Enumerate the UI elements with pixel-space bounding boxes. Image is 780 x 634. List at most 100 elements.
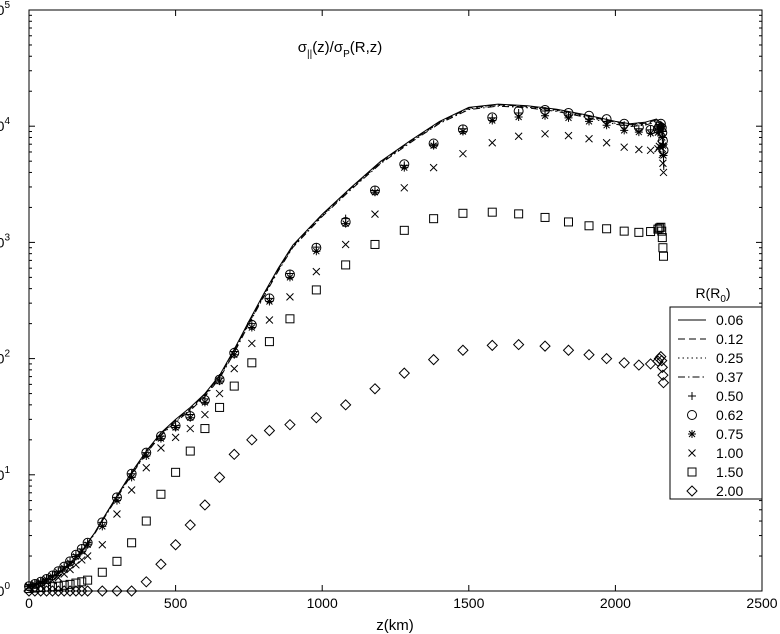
data-point-1-00 <box>514 132 523 141</box>
data-point-1-00 <box>83 552 92 560</box>
data-point-0-75 <box>400 163 409 172</box>
data-point-2-00 <box>184 519 196 531</box>
data-point-1-00 <box>658 150 667 159</box>
data-point-1-00 <box>488 138 497 147</box>
data-point-1-00 <box>127 486 136 494</box>
data-point-1-00 <box>341 240 350 249</box>
data-point-0-75 <box>620 126 629 135</box>
y-tick-label: 100 <box>0 581 10 599</box>
data-point-0-75 <box>653 128 662 137</box>
legend-label-0-25: 0.25 <box>716 350 743 366</box>
y-tick-exponent: 5 <box>4 0 10 11</box>
data-point-1-50 <box>42 582 52 592</box>
data-point-1-50 <box>156 489 166 499</box>
data-point-2-00 <box>96 585 109 597</box>
y-tick-base: 10 <box>0 2 5 18</box>
legend-label-0-75: 0.75 <box>716 426 743 442</box>
legend-swatch-0-62 <box>687 410 697 420</box>
legend-swatch-0-75 <box>688 430 696 438</box>
data-point-2-00 <box>246 434 258 446</box>
data-point-0-75 <box>514 112 523 121</box>
data-point-1-50 <box>200 424 210 434</box>
data-point-1-50 <box>264 337 274 347</box>
data-point-1-00 <box>60 570 69 578</box>
data-point-2-00 <box>486 339 498 352</box>
data-point-2-00 <box>369 383 381 395</box>
data-point-2-00 <box>618 357 630 369</box>
data-point-1-50 <box>59 580 69 590</box>
data-point-2-00 <box>228 448 240 461</box>
data-point-1-50 <box>311 285 321 295</box>
data-point-1-00 <box>585 134 593 143</box>
legend-swatch-1-00 <box>688 449 696 457</box>
data-point-1-50 <box>540 212 550 222</box>
series-line-0-25 <box>28 104 665 587</box>
y-tick-exponent: 2 <box>4 349 10 360</box>
x-tick-label: 1500 <box>453 595 484 611</box>
legend: R(R0) 0.06 0.12 0.25 0.37 0.50 0.62 0.75 1.00 1.… <box>669 285 763 500</box>
data-point-1-50 <box>429 214 439 224</box>
data-point-0-75 <box>656 123 665 132</box>
data-point-2-00 <box>539 340 551 352</box>
data-point-2-00 <box>64 585 76 597</box>
data-point-1-50 <box>47 582 57 592</box>
data-point-0-75 <box>564 113 573 122</box>
data-point-1-00 <box>646 146 655 155</box>
data-point-0-75 <box>60 563 69 572</box>
data-point-1-00 <box>429 163 438 172</box>
data-point-0-75 <box>156 434 165 443</box>
plot-area-frame <box>28 9 763 592</box>
data-point-0-75 <box>112 496 121 505</box>
legend-label-0-37: 0.37 <box>716 369 743 385</box>
x-tick-label: 0 <box>25 595 33 611</box>
data-point-0-75 <box>66 558 75 567</box>
data-point-2-00 <box>398 367 411 379</box>
data-point-0-75 <box>36 578 45 587</box>
data-point-0-75 <box>458 127 467 136</box>
legend-items: 0.06 0.12 0.25 0.37 0.50 0.62 0.75 1.00 1.50 2.00 <box>678 312 743 499</box>
data-point-1-50 <box>185 446 195 456</box>
legend-box <box>669 306 763 500</box>
data-point-0-75 <box>71 552 80 561</box>
data-point-1-50 <box>634 227 644 237</box>
legend-swatch-2-00 <box>686 485 698 497</box>
data-point-1-50 <box>171 467 181 477</box>
y-tick-base: 10 <box>0 467 5 483</box>
data-point-2-00 <box>58 585 70 597</box>
data-point-1-00 <box>657 144 666 152</box>
y-tick-label: 101 <box>0 465 10 483</box>
data-point-2-00 <box>46 585 59 597</box>
data-point-2-00 <box>310 411 323 424</box>
data-point-1-50 <box>285 314 295 324</box>
data-point-2-00 <box>633 359 645 371</box>
y-tick-base: 10 <box>0 118 5 134</box>
data-point-1-00 <box>265 316 274 324</box>
data-point-0-75 <box>602 121 611 130</box>
data-point-2-00 <box>29 585 41 597</box>
data-point-1-00 <box>157 444 165 452</box>
data-point-2-00 <box>512 338 525 351</box>
data-point-2-00 <box>125 585 138 597</box>
data-point-0-75 <box>312 247 321 256</box>
data-point-2-00 <box>76 585 88 597</box>
data-point-1-00 <box>541 129 549 138</box>
data-point-0-75 <box>98 522 107 531</box>
data-point-1-50 <box>657 226 667 236</box>
y-tick-exponent: 3 <box>4 232 10 243</box>
series-0-50 <box>25 107 668 591</box>
data-point-2-00 <box>562 344 575 356</box>
data-point-2-00 <box>583 349 595 361</box>
data-point-2-00 <box>655 350 667 363</box>
data-point-0-75 <box>370 188 379 197</box>
data-point-1-50 <box>370 239 380 249</box>
data-point-2-00 <box>40 585 53 597</box>
data-point-2-00 <box>657 369 669 381</box>
data-point-1-50 <box>141 516 151 526</box>
data-point-2-00 <box>284 418 296 431</box>
data-point-2-00 <box>35 585 47 597</box>
data-point-2-00 <box>263 424 276 437</box>
data-point-1-00 <box>72 560 80 569</box>
data-point-1-00 <box>142 463 151 472</box>
data-point-1-00 <box>286 292 294 301</box>
